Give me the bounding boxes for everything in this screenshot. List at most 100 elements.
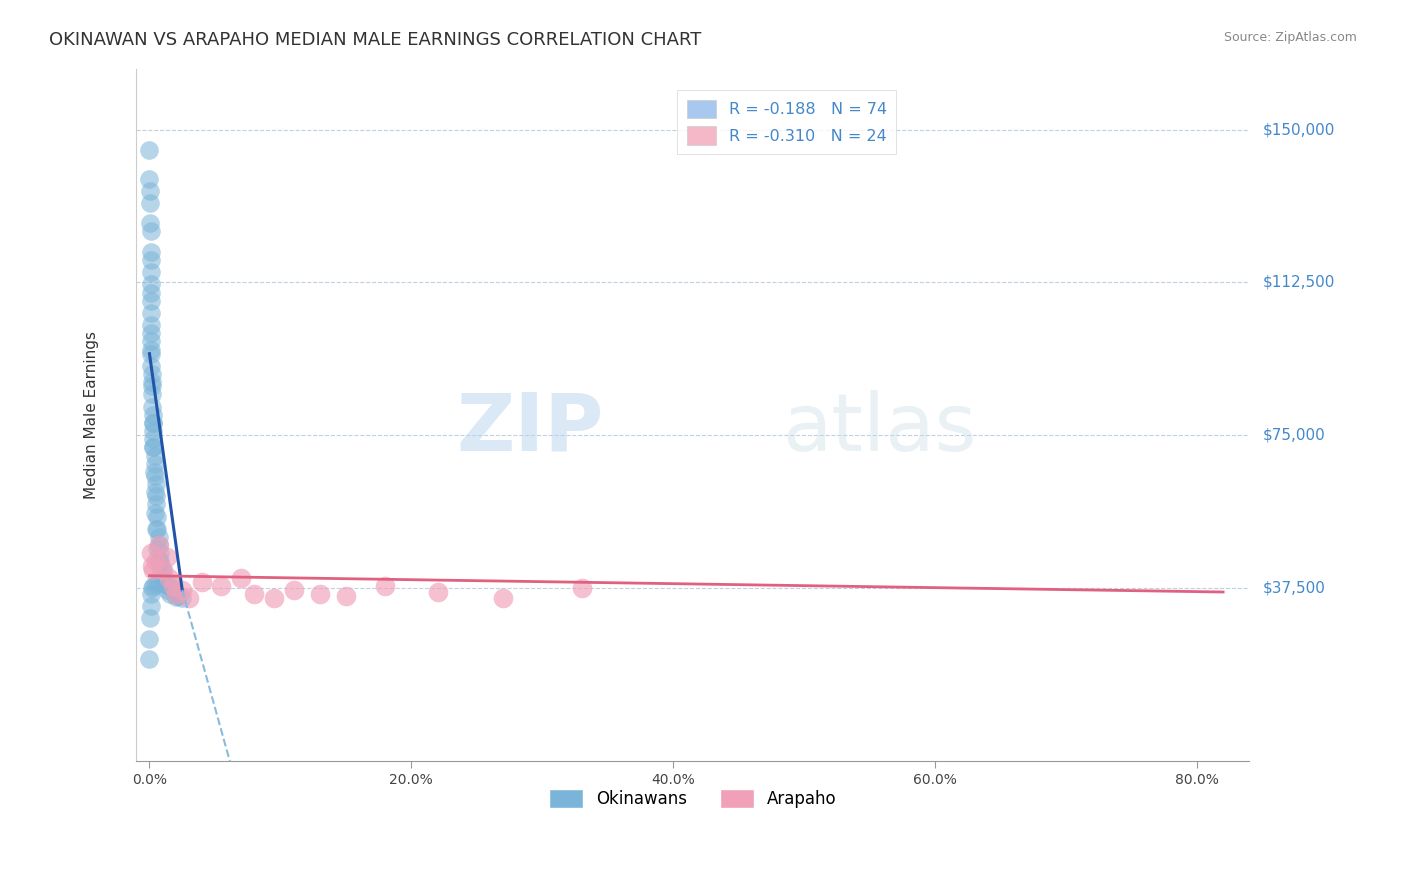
Point (152, 577, 174, 591)
Point (141, 379, 163, 393)
Text: OKINAWAN VS ARAPAHO MEDIAN MALE EARNINGS CORRELATION CHART: OKINAWAN VS ARAPAHO MEDIAN MALE EARNINGS… (49, 31, 702, 49)
Point (143, 485, 166, 500)
Text: atlas: atlas (782, 390, 976, 467)
Point (374, 579, 396, 593)
Legend: Okinawans, Arapaho: Okinawans, Arapaho (543, 782, 844, 815)
Point (142, 579, 165, 593)
Point (145, 477, 167, 491)
Point (157, 571, 180, 585)
Point (141, 343, 163, 357)
Point (148, 574, 170, 589)
Point (142, 424, 165, 438)
Point (138, 652, 160, 666)
Point (141, 400, 163, 414)
Point (138, 143, 160, 157)
Point (148, 538, 170, 552)
Point (139, 216, 162, 230)
Point (142, 416, 165, 430)
Point (165, 587, 187, 601)
Text: ZIP: ZIP (457, 390, 603, 467)
Text: $112,500: $112,500 (1263, 275, 1336, 290)
Text: Median Male Earnings: Median Male Earnings (84, 331, 100, 499)
Point (165, 591, 187, 605)
Point (139, 277, 162, 292)
Point (139, 225, 162, 239)
Point (143, 465, 166, 479)
Point (139, 293, 162, 308)
Point (165, 587, 187, 601)
Point (142, 408, 165, 422)
Point (172, 582, 194, 597)
Point (145, 522, 167, 536)
Point (146, 522, 169, 536)
Point (145, 577, 167, 591)
Point (139, 196, 162, 211)
Point (142, 416, 165, 430)
Point (283, 582, 305, 597)
Point (146, 542, 169, 557)
Point (162, 579, 184, 593)
Text: $75,000: $75,000 (1263, 427, 1326, 442)
Point (141, 326, 163, 341)
Point (145, 554, 167, 568)
Text: $150,000: $150,000 (1263, 122, 1336, 137)
Point (141, 367, 163, 381)
Point (139, 318, 162, 333)
Point (157, 579, 180, 593)
Point (141, 334, 163, 349)
Point (149, 554, 172, 568)
Point (162, 582, 184, 597)
Point (148, 554, 170, 568)
Point (141, 387, 163, 401)
Point (141, 558, 163, 573)
Point (142, 563, 165, 577)
Point (155, 550, 177, 565)
Point (177, 591, 200, 606)
Point (263, 591, 285, 606)
Point (141, 359, 163, 373)
Point (152, 573, 174, 587)
Point (426, 585, 449, 599)
Point (141, 347, 163, 361)
Point (152, 571, 174, 585)
Point (145, 506, 167, 520)
Point (143, 449, 166, 463)
Point (143, 457, 166, 471)
Point (139, 252, 162, 267)
Point (139, 306, 162, 320)
Point (148, 538, 170, 552)
Point (139, 599, 162, 614)
Point (172, 591, 194, 606)
Point (157, 579, 180, 593)
Point (141, 587, 163, 601)
Point (191, 574, 214, 589)
Point (138, 171, 160, 186)
Point (139, 285, 162, 300)
Point (138, 632, 160, 646)
Point (139, 265, 162, 279)
Point (152, 563, 174, 577)
Point (492, 591, 515, 606)
Point (231, 571, 253, 585)
Point (141, 581, 163, 595)
Point (155, 582, 177, 597)
Point (150, 558, 173, 573)
Point (152, 563, 174, 577)
Point (139, 184, 162, 198)
Point (145, 489, 167, 503)
Point (142, 441, 165, 455)
Point (308, 587, 330, 601)
Point (571, 581, 593, 595)
Point (211, 579, 233, 593)
Point (139, 611, 162, 625)
Point (145, 497, 167, 511)
Point (243, 587, 266, 601)
Point (139, 244, 162, 259)
Text: Source: ZipAtlas.com: Source: ZipAtlas.com (1223, 31, 1357, 45)
Text: $37,500: $37,500 (1263, 581, 1326, 596)
Point (149, 566, 172, 581)
Point (142, 441, 165, 455)
Point (142, 432, 165, 446)
Point (153, 574, 176, 589)
Point (148, 530, 170, 544)
